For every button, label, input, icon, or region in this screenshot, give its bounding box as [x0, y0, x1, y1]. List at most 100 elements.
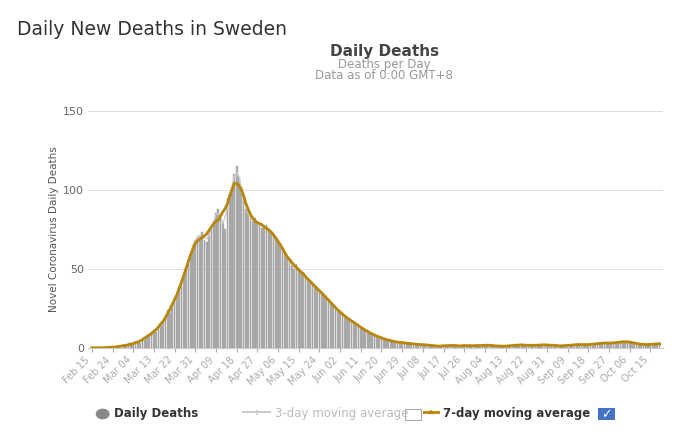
Bar	[146, 337, 148, 348]
Bar	[341, 315, 343, 348]
Bar	[431, 346, 433, 348]
Bar	[507, 346, 509, 348]
Bar	[473, 346, 474, 348]
Bar	[371, 334, 373, 348]
Bar	[553, 346, 555, 348]
Bar	[300, 272, 302, 348]
Bar	[220, 218, 222, 348]
Bar	[199, 237, 201, 348]
Bar	[344, 316, 345, 348]
Bar	[613, 343, 615, 348]
Text: Daily Deaths: Daily Deaths	[330, 44, 439, 59]
Circle shape	[97, 409, 109, 419]
Bar	[190, 255, 192, 348]
Bar	[403, 343, 405, 348]
Bar	[426, 345, 428, 348]
Bar	[471, 345, 472, 348]
Bar	[286, 256, 288, 348]
Bar	[418, 345, 419, 348]
Bar	[358, 326, 359, 348]
Bar	[160, 326, 162, 348]
Bar	[351, 321, 352, 348]
Bar	[335, 307, 337, 348]
Bar	[496, 346, 497, 348]
Bar	[303, 273, 304, 348]
Bar	[215, 214, 217, 348]
Bar	[144, 340, 146, 348]
Bar	[629, 342, 630, 348]
Bar	[454, 346, 456, 348]
Bar	[171, 305, 173, 348]
Bar	[556, 346, 557, 348]
Bar	[339, 313, 341, 348]
Bar	[392, 342, 394, 348]
Bar	[641, 345, 642, 348]
Bar	[481, 345, 483, 348]
Bar	[252, 222, 254, 348]
Bar	[224, 229, 226, 348]
Bar	[420, 345, 422, 348]
Bar	[585, 345, 587, 348]
Bar	[284, 253, 286, 348]
Bar	[583, 345, 585, 348]
Bar	[636, 343, 637, 348]
Bar	[532, 346, 534, 348]
Bar	[624, 342, 626, 348]
Bar	[479, 346, 481, 348]
Text: Data as of 0:00 GMT+8: Data as of 0:00 GMT+8	[316, 69, 453, 82]
Bar	[546, 345, 548, 348]
Bar	[652, 345, 653, 348]
Bar	[626, 342, 628, 348]
Bar	[615, 343, 617, 348]
Bar	[201, 233, 203, 348]
Bar	[208, 234, 210, 348]
Bar	[296, 264, 297, 348]
Bar	[185, 269, 187, 348]
Text: Daily Deaths: Daily Deaths	[114, 407, 198, 420]
Bar	[521, 345, 522, 348]
Bar	[364, 330, 367, 348]
Bar	[158, 329, 159, 348]
Bar	[443, 346, 444, 348]
Bar	[608, 343, 610, 348]
Bar	[484, 345, 486, 348]
Bar	[551, 345, 552, 348]
Bar	[173, 300, 175, 348]
Text: Deaths per Day: Deaths per Day	[338, 58, 430, 71]
Bar	[137, 342, 139, 348]
Bar	[659, 343, 660, 348]
Bar	[192, 245, 194, 348]
Bar	[461, 346, 463, 348]
Bar	[128, 343, 129, 348]
Bar	[126, 346, 127, 348]
Bar	[619, 342, 622, 348]
Bar	[163, 323, 164, 348]
Text: Daily New Deaths in Sweden: Daily New Deaths in Sweden	[17, 20, 287, 39]
Bar	[509, 346, 511, 348]
Bar	[518, 345, 520, 348]
Bar	[346, 318, 348, 348]
Bar	[206, 242, 207, 348]
Bar	[562, 346, 564, 348]
Bar	[135, 343, 137, 348]
Bar	[178, 288, 180, 348]
Bar	[165, 318, 166, 348]
Bar	[534, 345, 537, 348]
Bar	[181, 284, 182, 348]
Bar	[447, 345, 449, 348]
Bar	[176, 295, 177, 348]
Bar	[638, 345, 640, 348]
Bar	[558, 346, 559, 348]
Bar	[133, 345, 134, 348]
Bar	[594, 345, 596, 348]
Bar	[291, 266, 292, 348]
Bar	[261, 228, 262, 348]
Bar	[130, 345, 132, 348]
Bar	[243, 198, 244, 348]
Bar	[298, 269, 300, 348]
Bar	[466, 346, 467, 348]
Bar	[413, 345, 415, 348]
Bar	[526, 345, 527, 348]
Bar	[560, 345, 562, 348]
Bar	[622, 342, 624, 348]
